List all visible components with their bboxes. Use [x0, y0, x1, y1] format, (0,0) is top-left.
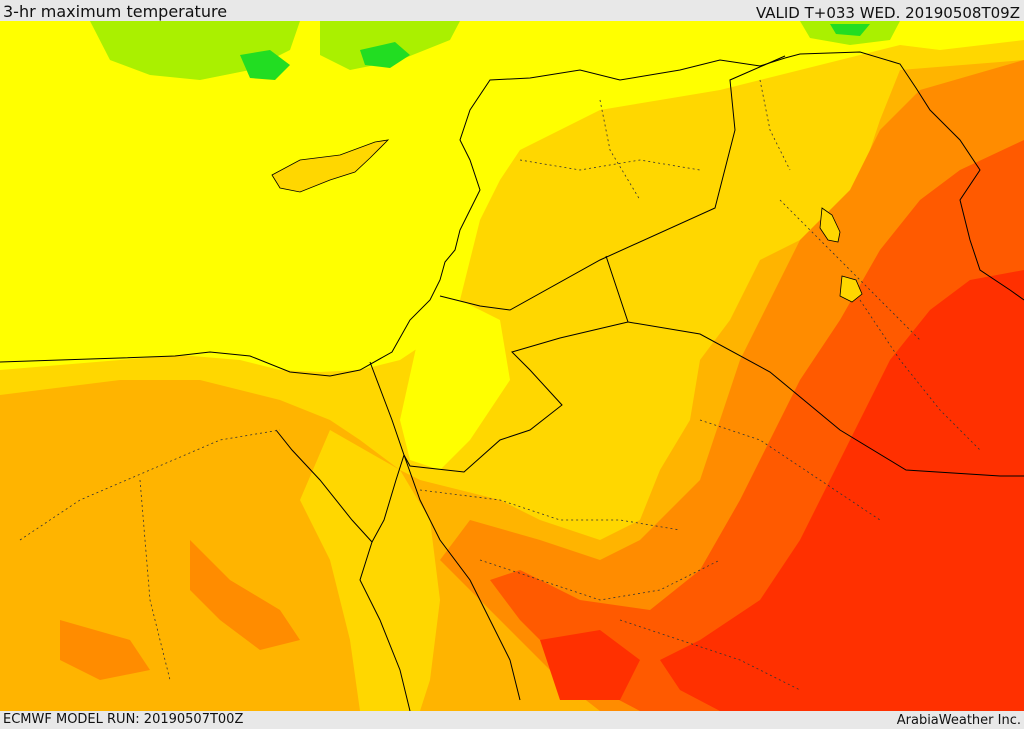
model-run-label: ECMWF MODEL RUN: 20190507T00Z	[3, 712, 244, 727]
lake-tharthar	[819, 207, 841, 243]
temp-zone-orange-egypt	[190, 540, 300, 650]
lake-milh	[839, 275, 863, 303]
temp-zone-red-patch	[540, 630, 640, 700]
temp-zone-green-4	[360, 42, 410, 68]
temp-zone-green-6	[830, 24, 870, 36]
temp-zone-red	[660, 270, 1024, 711]
province-boundaries	[19, 79, 981, 691]
temp-zone-orange-egypt-2	[60, 620, 150, 680]
footer-bar	[0, 711, 1024, 729]
temp-zone-yellow-levant	[400, 300, 510, 470]
cyprus-island	[271, 139, 390, 193]
credit-label: ArabiaWeather Inc.	[896, 713, 1021, 728]
valid-time: VALID T+033 WED. 20190508T09Z	[755, 4, 1020, 22]
map-title: 3-hr maximum temperature	[3, 2, 228, 21]
temperature-map	[0, 21, 1024, 711]
temp-zone-gold-south	[300, 430, 440, 711]
temp-zone-yellow	[0, 21, 1024, 372]
country-borders	[0, 51, 1024, 711]
header-bar	[0, 0, 1024, 21]
temp-zone-green-2	[240, 50, 290, 80]
